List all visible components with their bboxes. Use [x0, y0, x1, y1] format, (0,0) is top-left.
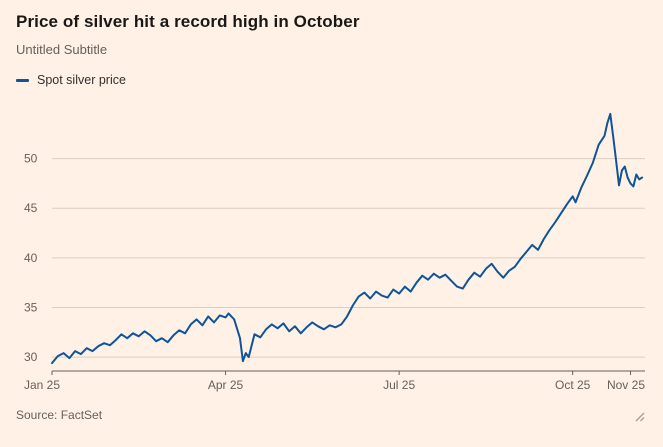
x-axis-tick-label: Jul 25	[383, 378, 415, 392]
chart-footer: Source: FactSet	[16, 408, 647, 422]
x-axis-tick-label: Oct 25	[555, 378, 591, 392]
x-axis-tick-label: Jan 25	[24, 378, 60, 392]
line-chart: 30 35 40 45 50 Jan 25 Apr 25 Jul 25 Oct 25 Nov 25	[24, 112, 645, 392]
y-axis-tick-label: 30	[24, 350, 38, 364]
legend-line-swatch	[16, 78, 29, 82]
y-axis-tick-label: 40	[24, 251, 38, 265]
resize-handle-icon[interactable]	[633, 410, 645, 422]
legend: Spot silver price	[16, 73, 647, 87]
y-axis-tick-label: 35	[24, 300, 38, 314]
chart-area: 30 35 40 45 50 Jan 25 Apr 25 Jul 25 Oct 25 Nov 25	[16, 91, 647, 402]
y-axis-tick-label: 50	[24, 152, 38, 166]
x-axis-tick-label: Nov 25	[607, 378, 645, 392]
chart-subtitle: Untitled Subtitle	[16, 42, 108, 57]
source-note: Source: FactSet	[16, 408, 103, 422]
price-line	[51, 112, 644, 365]
x-axis-tick-label: Apr 25	[208, 378, 244, 392]
y-axis-tick-label: 45	[24, 201, 38, 215]
legend-label: Spot silver price	[37, 73, 126, 87]
chart-title: Price of silver hit a record high in Oct…	[16, 12, 360, 31]
